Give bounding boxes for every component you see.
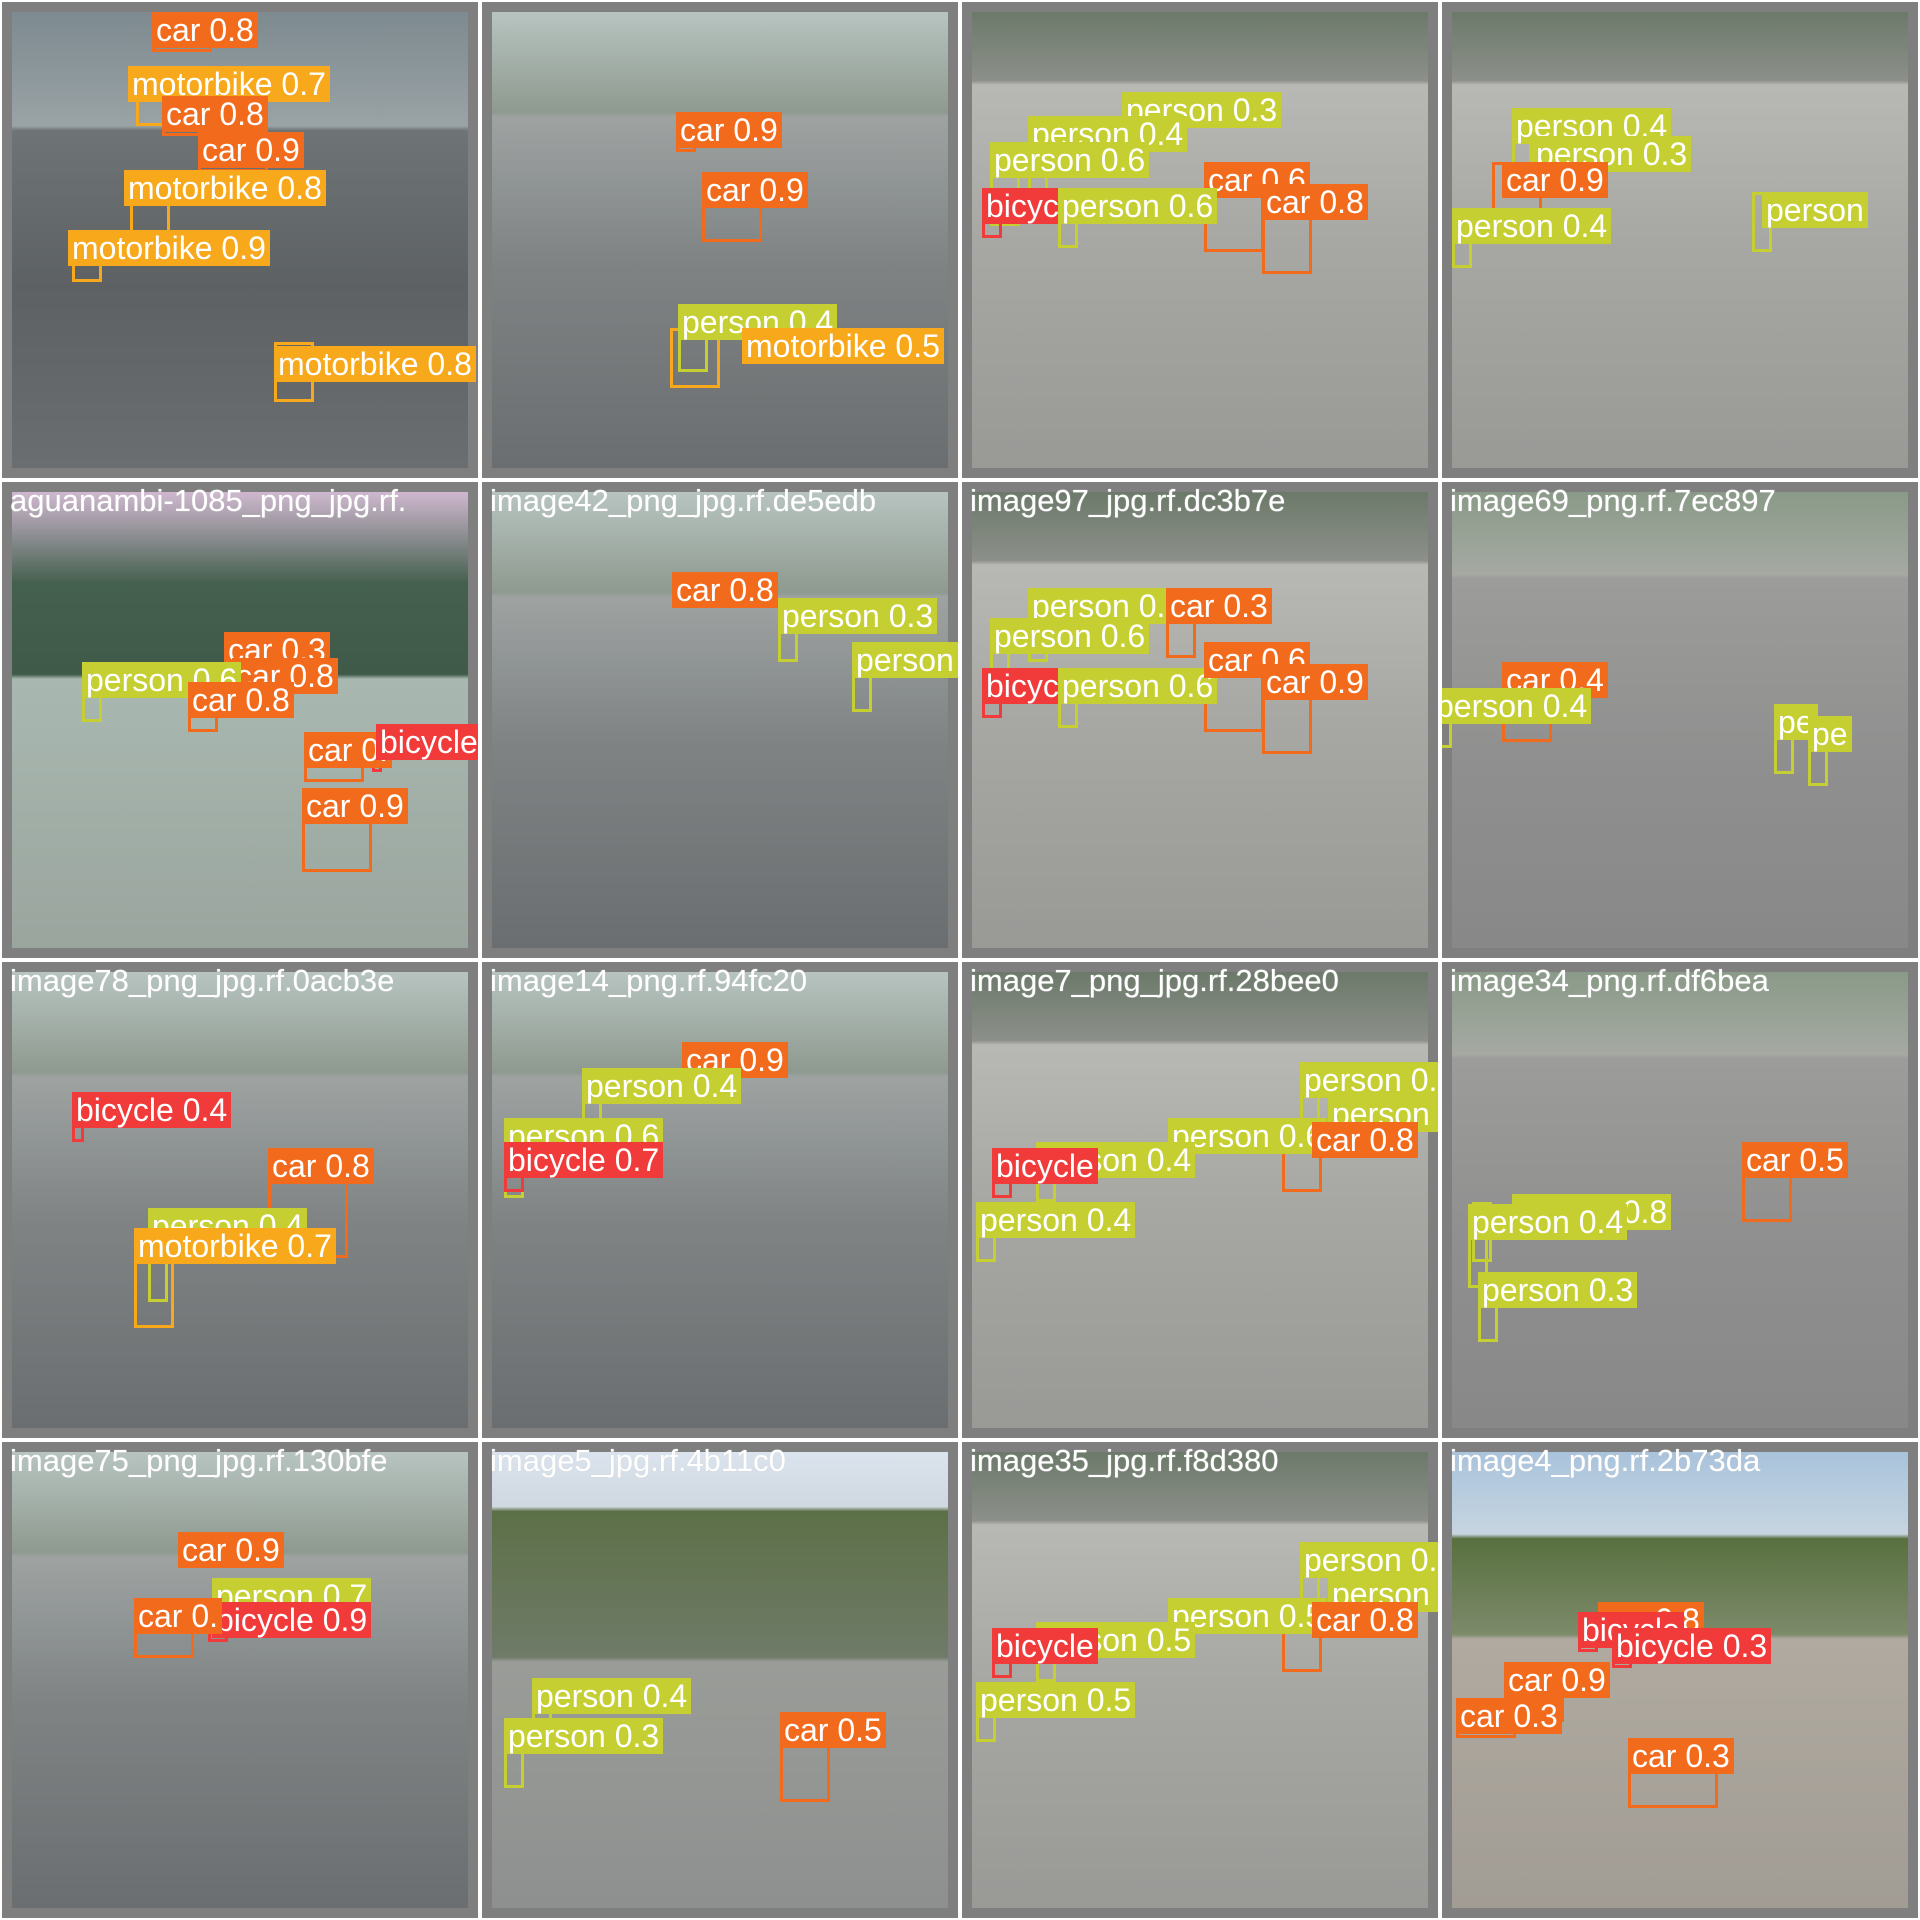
person-detection-label: person 0.3 <box>1028 588 1188 624</box>
car-detection-label: car 0.3 <box>1456 1698 1562 1734</box>
car-detection-label: car 0.9 <box>302 788 408 824</box>
image-filename: image4_png.rf.2b73da <box>1450 1443 1761 1478</box>
traffic-camera-image <box>492 972 948 1428</box>
person-detection-label: person 0.4 <box>1468 1204 1628 1240</box>
mosaic-tile: car 0.9 car 0.9 person 0.4 motorbike 0.5 <box>480 0 960 480</box>
person-detection-label: person 0.3 <box>504 1718 664 1754</box>
image-filename: image35_jpg.rf.f8d380 <box>970 1443 1279 1478</box>
car-detection-label: car 0.9 <box>702 172 808 208</box>
car-detection-label: car 0.8 <box>1312 1602 1418 1638</box>
image-filename: image78_png_jpg.rf.0acb3e <box>10 963 395 998</box>
person-detection-label: person <box>1762 192 1868 228</box>
traffic-camera-image <box>12 1452 468 1908</box>
mosaic-tile: person 0.3 person 0.4 person 0.6 bicycle car… <box>960 0 1440 480</box>
person-detection-label: person 0.4 <box>532 1678 692 1714</box>
person-detection-label: person 0.6 <box>1058 188 1218 224</box>
image-filename: image5_jpg.rf.4b11c0 <box>490 1443 786 1478</box>
mosaic-tile: aguanambi-1085_png_jpg.rf. car 0.3 car 0.8… <box>0 480 480 960</box>
bicycle-detection-label: bicycle 0.3 <box>1612 1628 1772 1664</box>
person-detection-label: person 0.3 <box>1478 1272 1638 1308</box>
bicycle-detection-label: bicycle 0.4 <box>72 1092 232 1128</box>
mosaic-tile: car 0.8 motorbike 0.7 car 0.8 car 0.9 motorb… <box>0 0 480 480</box>
car-detection-label: car 0.8 <box>1312 1122 1418 1158</box>
mosaic-tile: image69_png.rf.7ec897 car 0.4 person 0.4 pe… <box>1440 480 1920 960</box>
car-detection-label: car 0.9 <box>1502 162 1608 198</box>
car-detection-label: car 0.9 <box>1262 664 1368 700</box>
car-detection-label: car 0.8 <box>162 96 268 132</box>
car-detection-label: car 0.3 <box>1628 1738 1734 1774</box>
person-detection-label: person 0.3 <box>778 598 938 634</box>
person-detection-label: person 0.3 <box>1300 1062 1438 1098</box>
motorbike-detection-label: motorbike 0.7 <box>134 1228 336 1264</box>
person-detection-label: person 0.5 <box>976 1682 1136 1718</box>
person-detection-label: person <box>852 642 958 678</box>
car-detection-label: car 0.3 <box>1166 588 1272 624</box>
person-detection-label: person 0.3 <box>1532 136 1692 172</box>
image-filename: aguanambi-1085_png_jpg.rf. <box>10 483 407 518</box>
mosaic-tile: image4_png.rf.2b73dacar 0.8bicyclebicycl… <box>1440 1440 1920 1920</box>
car-detection-label: car 0.9 <box>1504 1662 1610 1698</box>
car-detection-label: car 0.8 <box>268 1148 374 1184</box>
person-detection-label: person 0.6 <box>990 142 1150 178</box>
motorbike-detection-label: motorbike 0.8 <box>124 170 326 206</box>
traffic-camera-image <box>12 972 468 1428</box>
mosaic-tile: image75_png_jpg.rf.130bfe car 0.9 person 0… <box>0 1440 480 1920</box>
car-detection-label: car 0.8 <box>188 682 294 718</box>
image-filename: image97_jpg.rf.dc3b7e <box>970 483 1286 518</box>
car-detection-label: car 0.8 <box>152 12 258 48</box>
mosaic-tile: person 0.4 person 0.3 car 0.9 person 0.4 per… <box>1440 0 1920 480</box>
image-filename: image75_png_jpg.rf.130bfe <box>10 1443 388 1478</box>
image-filename: image7_png_jpg.rf.28bee0 <box>970 963 1339 998</box>
person-detection-label: person 0.4 <box>1442 688 1592 724</box>
car-detection-label: car 0. <box>134 1598 223 1634</box>
car-detection-label: car 0.9 <box>178 1532 284 1568</box>
motorbike-detection-label: motorbike 0.7 <box>128 66 330 102</box>
image-filename: image69_png.rf.7ec897 <box>1450 483 1776 518</box>
image-filename: image42_png_jpg.rf.de5edb <box>490 483 877 518</box>
image-filename: image14_png.rf.94fc20 <box>490 963 808 998</box>
bicycle-detection-label: bicycle 0.7 <box>504 1142 664 1178</box>
person-detection-label: person 0.3 <box>1300 1542 1438 1578</box>
motorbike-detection-label: motorbike 0.9 <box>68 230 270 266</box>
car-detection-label: car 0.9 <box>676 112 782 148</box>
bicycle-detection-label: bicycle <box>992 1148 1098 1184</box>
person-detection-label: pe <box>1808 716 1852 752</box>
traffic-camera-image <box>972 492 1428 948</box>
person-detection-label: person 0.4 <box>1452 208 1612 244</box>
bicycle-detection-label: bicycle 0.6 <box>376 724 478 760</box>
car-detection-label: car 0.9 <box>198 132 304 168</box>
person-detection-label: person 0.6 <box>990 618 1150 654</box>
car-detection-label: car 0.8 <box>1262 184 1368 220</box>
car-detection-label: car 0.5 <box>1742 1142 1848 1178</box>
bicycle-detection-label: bicycle <box>992 1628 1098 1664</box>
bicycle-detection-label: bicycle 0.9 <box>212 1602 372 1638</box>
mosaic-tile: image14_png.rf.94fc20 car 0.9 person 0.4 pe… <box>480 960 960 1440</box>
person-detection-label: person 0.4 <box>976 1202 1136 1238</box>
image-filename: image34_png.rf.df6bea <box>1450 963 1769 998</box>
car-detection-label: car 0.8 <box>672 572 778 608</box>
person-detection-label: person 0.6 <box>1058 668 1218 704</box>
motorbike-detection-label: motorbike 0.5 <box>742 328 944 364</box>
person-detection-label: person 0.3 <box>1328 1096 1438 1132</box>
traffic-camera-image <box>492 492 948 948</box>
person-detection-label: person 0.4 <box>582 1068 742 1104</box>
motorbike-detection-label: motorbike 0.8 <box>274 346 476 382</box>
car-detection-label: car 0.5 <box>780 1712 886 1748</box>
traffic-camera-image <box>12 492 468 948</box>
traffic-camera-image <box>972 12 1428 468</box>
